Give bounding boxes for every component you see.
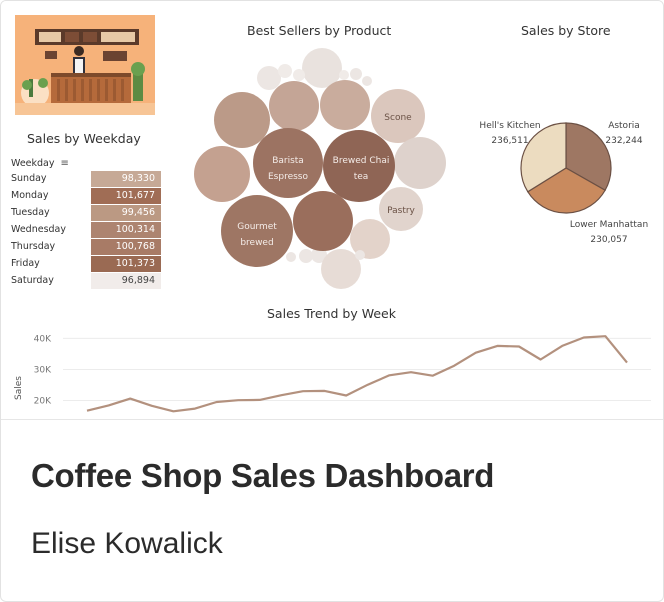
weekday-value: 101,677 (91, 187, 161, 204)
product-bubble[interactable] (278, 64, 292, 78)
trend-y-tick-label: 40K (34, 334, 52, 344)
weekday-day: Thursday (11, 241, 56, 252)
store-label-hells-kitchen-name: Hell's Kitchen (479, 121, 540, 131)
weekday-value: 98,330 (91, 170, 161, 187)
weekday-day: Friday (11, 258, 40, 269)
sort-icon[interactable]: ≡ (60, 157, 69, 169)
product-label-pastry: Pastry (387, 206, 415, 216)
dashboard-title[interactable]: Coffee Shop Sales Dashboard (31, 457, 495, 494)
sales-trend-line-chart: Sales 20K 30K 40K (14, 334, 651, 413)
product-bubble-barista-espresso[interactable] (253, 128, 323, 198)
weekday-table: Weekday ≡ Sunday 98,330 Monday 101,677 Tuesd… (11, 156, 161, 289)
weekday-row[interactable]: Tuesday 99,456 (11, 204, 161, 221)
stores-title: Sales by Store (521, 23, 611, 38)
weekday-value: 100,768 (91, 238, 161, 255)
product-bubble[interactable] (299, 249, 313, 263)
product-bubble[interactable] (302, 48, 342, 88)
trend-series-line[interactable] (86, 335, 628, 413)
product-label-gourmet-1: Gourmet (237, 222, 277, 232)
weekday-day: Saturday (11, 275, 54, 286)
weekday-row[interactable]: Thursday 100,768 (11, 238, 161, 255)
store-pie-chart: Hell's Kitchen 236,511 Astoria 232,244 L… (479, 121, 648, 245)
product-bubble[interactable] (362, 76, 372, 86)
products-title: Best Sellers by Product (247, 23, 392, 38)
product-label-scone: Scone (384, 113, 412, 123)
product-bubble[interactable] (269, 81, 319, 131)
product-bubble[interactable] (355, 250, 365, 260)
weekday-row[interactable]: Saturday 96,894 (11, 272, 161, 289)
product-label-brewed-chai-2: tea (354, 172, 369, 182)
product-bubble[interactable] (293, 69, 305, 81)
coffee-shop-illustration-art (15, 15, 155, 115)
weekday-column-header: Weekday (11, 157, 55, 169)
dashboard-thumbnail[interactable]: Sales by Weekday Weekday ≡ Sunday 98,330 M… (1, 1, 663, 420)
store-label-astoria-name: Astoria (608, 121, 640, 131)
store-label-hells-kitchen-value: 236,511 (491, 136, 528, 146)
product-bubble[interactable] (339, 70, 349, 80)
product-bubble-chart: Barista Espresso Brewed Chai tea Gourmet… (194, 48, 446, 289)
weekday-day: Monday (11, 190, 49, 201)
weekday-value: 101,373 (91, 255, 161, 272)
product-bubble[interactable] (194, 146, 250, 202)
product-bubble-gourmet-brewed[interactable] (221, 195, 293, 267)
pie-slice-lower-manhattan[interactable] (526, 167, 606, 214)
product-bubble[interactable] (321, 249, 361, 289)
product-bubble[interactable] (286, 252, 296, 262)
card-info (1, 419, 663, 601)
coffee-shop-illustration (15, 15, 155, 115)
store-label-lower-manhattan-name: Lower Manhattan (570, 220, 648, 230)
product-bubble[interactable] (214, 92, 270, 148)
weekday-day: Sunday (11, 173, 47, 184)
product-label-barista-espresso-1: Barista (272, 156, 304, 166)
weekday-row[interactable]: Sunday 98,330 (11, 170, 161, 187)
store-label-lower-manhattan-value: 230,057 (590, 235, 627, 245)
product-bubble[interactable] (320, 80, 370, 130)
weekday-row[interactable]: Wednesday 100,314 (11, 221, 161, 238)
product-bubble[interactable] (350, 68, 362, 80)
trend-y-tick-label: 30K (34, 365, 52, 375)
weekday-value: 96,894 (91, 272, 161, 289)
weekday-day: Tuesday (11, 207, 50, 218)
product-label-gourmet-2: brewed (240, 238, 273, 248)
pie-slice-astoria[interactable] (565, 122, 612, 192)
trend-y-tick-label: 20K (34, 396, 52, 406)
product-bubble-brewed-chai-tea[interactable] (323, 130, 395, 202)
product-bubble[interactable] (394, 137, 446, 189)
product-bubble-scone[interactable] (371, 89, 425, 143)
weekday-day: Wednesday (11, 224, 67, 235)
product-bubble[interactable] (293, 191, 353, 251)
weekday-value: 100,314 (91, 221, 161, 238)
store-label-astoria-value: 232,244 (605, 136, 642, 146)
product-bubble-pastry[interactable] (379, 187, 423, 231)
weekday-title: Sales by Weekday (27, 131, 141, 146)
weekday-value: 99,456 (91, 204, 161, 221)
pie-slice-hell-s-kitchen[interactable] (520, 122, 567, 193)
author-name[interactable]: Elise Kowalick (31, 527, 223, 560)
trend-y-axis-label: Sales (14, 376, 24, 400)
product-bubble[interactable] (350, 219, 390, 259)
product-bubble[interactable] (257, 66, 281, 90)
product-label-barista-espresso-2: Espresso (268, 172, 309, 182)
weekday-row[interactable]: Monday 101,677 (11, 187, 161, 204)
trend-title: Sales Trend by Week (267, 306, 396, 321)
product-label-brewed-chai-1: Brewed Chai (333, 156, 390, 166)
weekday-row[interactable]: Friday 101,373 (11, 255, 161, 272)
